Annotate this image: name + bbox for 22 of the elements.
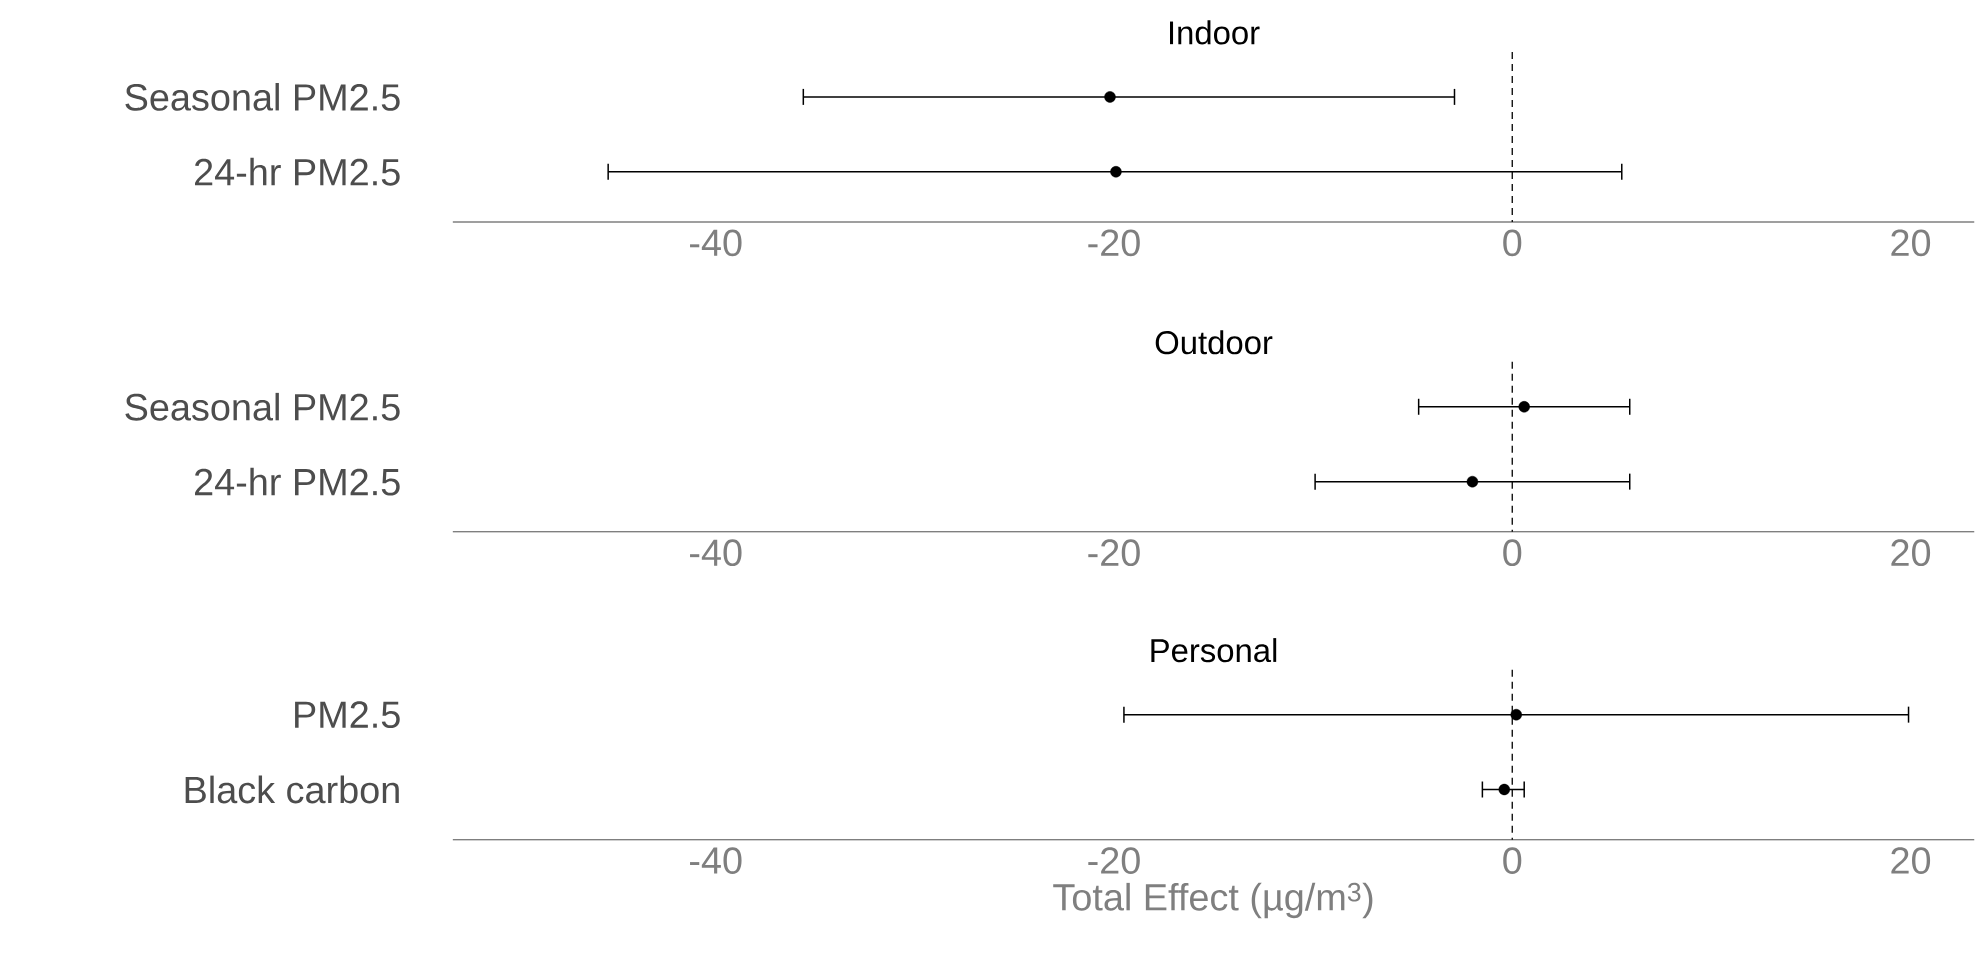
x-axis-title: Total Effect (µg/m$^{3}$) xyxy=(1053,883,1373,919)
x-tick-label: -40 xyxy=(690,539,742,567)
x-tick-label: -20 xyxy=(1088,229,1140,257)
x-tick-label: -20 xyxy=(1088,847,1140,875)
y-tick-label: 24-hr PM2.5 xyxy=(195,158,400,186)
chart-title: Indoor xyxy=(1169,20,1260,45)
x-tick-label: 0 xyxy=(1503,539,1522,567)
y-tick-label: 24-hr PM2.5 xyxy=(195,467,400,496)
chart-title: Personal xyxy=(1151,638,1277,663)
x-tick-label: -20 xyxy=(1088,539,1140,567)
chart-title: Outdoor xyxy=(1155,330,1273,355)
y-tick-label: Seasonal PM2.5 xyxy=(125,393,400,421)
y-tick-label: Black carbon xyxy=(185,775,399,804)
x-tick-label: 20 xyxy=(1891,539,1931,567)
y-tick-label: PM2.5 xyxy=(295,701,400,729)
x-tick-label: 20 xyxy=(1891,847,1931,875)
x-tick-label: 20 xyxy=(1891,229,1931,257)
y-tick-label: Seasonal PM2.5 xyxy=(125,83,400,111)
x-tick-label: 0 xyxy=(1503,847,1522,875)
x-tick-label: 0 xyxy=(1503,229,1522,257)
x-tick-label: -40 xyxy=(690,229,742,257)
x-tick-label: -40 xyxy=(690,847,742,875)
